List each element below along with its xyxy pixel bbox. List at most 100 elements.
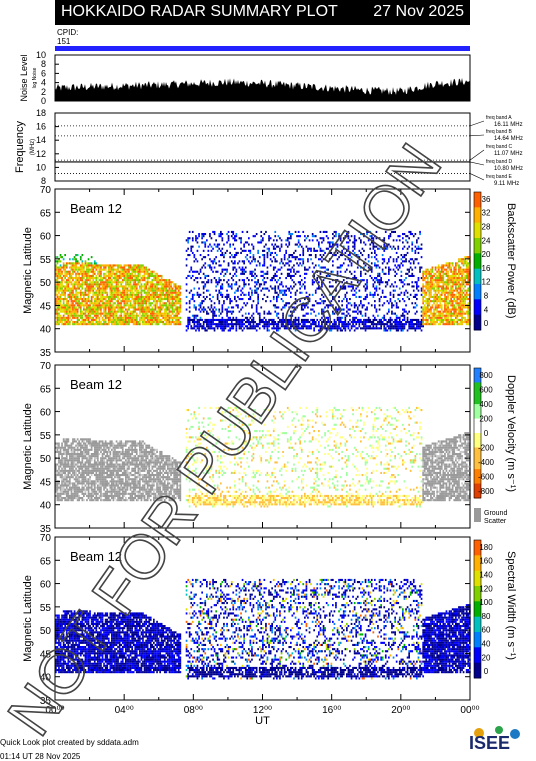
rti-cell [204, 308, 207, 311]
rti-cell [332, 323, 334, 326]
rti-cell [360, 321, 362, 324]
rti-cell [142, 321, 144, 324]
rti-cell [252, 258, 255, 261]
rti-cell [388, 266, 390, 269]
rti-cell [111, 266, 113, 269]
rti-cell [171, 289, 174, 292]
rti-cell [207, 323, 210, 326]
rti-cell [100, 300, 102, 303]
rti-cell [282, 316, 284, 319]
rti-cell [61, 293, 63, 296]
rti-cell [272, 239, 275, 242]
rti-cell [428, 308, 431, 311]
rti-cell [131, 291, 133, 294]
rti-cell [232, 316, 235, 319]
rti-cell [271, 321, 273, 324]
rti-cell [328, 281, 331, 284]
rti-cell [199, 304, 202, 307]
rti-cell [89, 310, 91, 313]
rti-cell [64, 289, 66, 292]
rti-cell [132, 268, 135, 271]
rti-cell [258, 264, 261, 267]
rti-cell [422, 274, 424, 277]
rti-cell [142, 302, 144, 305]
rti-cell [321, 249, 323, 252]
rti-cell [83, 266, 85, 269]
rti-cell [434, 312, 437, 315]
rti-cell [193, 270, 196, 273]
rti-cell [128, 304, 130, 307]
rti-cell [249, 256, 252, 259]
rti-cell [302, 308, 305, 311]
rti-cell [361, 323, 364, 326]
rti-panel-power [54, 188, 482, 353]
rti-cell [425, 302, 428, 305]
rti-cell [395, 314, 398, 317]
rti-cell [149, 289, 152, 292]
rti-cell [411, 318, 414, 321]
rti-cell [459, 293, 462, 296]
rti-cell [431, 283, 434, 286]
rti-cell [304, 287, 306, 290]
rti-cell [153, 289, 155, 292]
rti-cell [450, 262, 452, 265]
rti-cell [126, 264, 129, 267]
rti-cell [97, 270, 99, 273]
rti-cell [212, 295, 214, 298]
rti-cell [283, 254, 286, 257]
rti-cell [223, 268, 225, 271]
rti-cell [191, 314, 194, 317]
cpid-label: CPID: [57, 28, 79, 37]
rti-cell [179, 310, 182, 313]
rti-cell [431, 295, 434, 298]
rti-cell [248, 237, 250, 240]
rti-cell [223, 254, 225, 257]
rti-cell [249, 270, 252, 273]
rti-cell [416, 310, 418, 313]
rti-cell [330, 270, 333, 273]
rti-cell [135, 289, 138, 292]
rti-cell [229, 251, 231, 254]
rti-cell [199, 316, 202, 319]
rti-cell [109, 266, 112, 269]
rti-cell [129, 306, 132, 309]
rti-cell [177, 293, 180, 296]
rti-cell [296, 306, 298, 309]
colorbar-segment [474, 222, 481, 231]
rti-cell [84, 308, 87, 311]
rti-cell [87, 272, 90, 275]
rti-cell [146, 293, 149, 296]
rti-cell [151, 291, 154, 294]
rti-cell [129, 321, 132, 324]
rti-cell [202, 306, 205, 309]
rti-cell [304, 285, 306, 288]
frequency-tick-label: 14 [36, 135, 46, 145]
rti-cell [76, 321, 79, 324]
rti-cell [151, 312, 154, 315]
rti-cell [218, 264, 221, 267]
rti-cell [455, 300, 457, 303]
rti-cell [163, 318, 166, 321]
rti-cell [226, 241, 228, 244]
rti-cell [193, 323, 196, 326]
rti-cell [243, 327, 245, 330]
rti-cell [212, 314, 214, 317]
rti-cell [240, 237, 242, 240]
rti-cell [426, 277, 429, 280]
rti-cell [212, 262, 214, 265]
rti-cell [55, 285, 57, 288]
rti-cell [286, 237, 289, 240]
rti-cell [412, 260, 415, 263]
rti-cell [367, 327, 370, 330]
rti-cell [251, 289, 253, 292]
rti-cell [100, 274, 102, 277]
rti-cell [398, 327, 401, 330]
rti-cell [210, 310, 213, 313]
rti-cell [177, 285, 180, 288]
rti-cell [440, 316, 443, 319]
rti-cell [188, 230, 191, 233]
rti-cell [406, 268, 409, 271]
rti-cell [325, 268, 328, 271]
rti-cell [98, 304, 101, 307]
rti-cell [274, 306, 277, 309]
